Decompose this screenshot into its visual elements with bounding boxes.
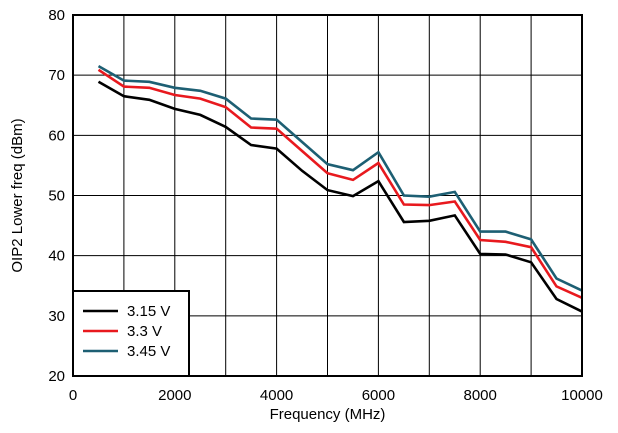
grid-lines xyxy=(73,15,582,376)
legend-label: 3.45 V xyxy=(127,343,170,360)
plot-frame xyxy=(72,14,583,377)
y-tick-label: 50 xyxy=(48,188,65,205)
y-tick-label: 70 xyxy=(48,67,65,84)
legend-label: 3.3 V xyxy=(127,323,162,340)
legend: 3.15 V 3.3 V 3.45 V xyxy=(72,290,190,377)
tick-labels: 0 2000 4000 6000 8000 10000 20 30 40 50 60 70 80 xyxy=(48,7,603,404)
x-tick-label: 6000 xyxy=(362,387,395,404)
series-line-1 xyxy=(97,80,583,313)
y-tick-label: 20 xyxy=(48,368,65,385)
y-tick-label: 80 xyxy=(48,7,65,24)
legend-label: 3.15 V xyxy=(127,303,170,320)
x-tick-label: 4000 xyxy=(260,387,293,404)
x-tick-label: 8000 xyxy=(464,387,497,404)
x-tick-label: 0 xyxy=(69,387,77,404)
series-line-3 xyxy=(97,64,583,292)
y-axis-label: OIP2 Lower freq (dBm) xyxy=(9,118,26,272)
x-tick-label: 2000 xyxy=(158,387,191,404)
y-tick-label: 60 xyxy=(48,127,65,144)
series-lines xyxy=(97,64,583,313)
x-axis-label: Frequency (MHz) xyxy=(270,406,386,423)
x-tick-label: 10000 xyxy=(561,387,603,404)
y-tick-label: 30 xyxy=(48,308,65,325)
y-tick-label: 40 xyxy=(48,248,65,265)
legend-box xyxy=(72,290,190,377)
series-line-2 xyxy=(97,68,583,299)
